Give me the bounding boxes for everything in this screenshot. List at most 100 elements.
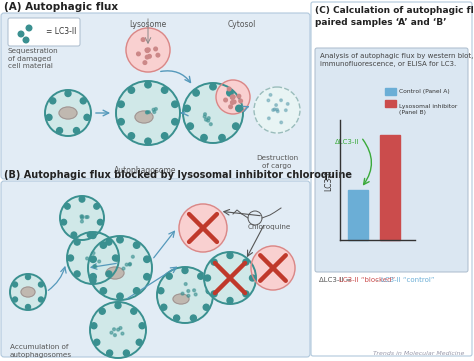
Text: Lysosome: Lysosome — [129, 20, 167, 29]
Circle shape — [146, 49, 149, 52]
Circle shape — [118, 101, 124, 108]
Text: = LC3-II: = LC3-II — [46, 27, 76, 36]
Circle shape — [91, 323, 97, 329]
Circle shape — [71, 232, 77, 238]
Circle shape — [207, 119, 210, 122]
Circle shape — [107, 350, 113, 356]
Circle shape — [45, 90, 91, 136]
Circle shape — [18, 31, 24, 37]
Circle shape — [92, 252, 95, 255]
Circle shape — [131, 255, 134, 258]
Circle shape — [249, 275, 255, 281]
Circle shape — [194, 293, 197, 296]
Text: Lysosomal inhibitor
(Panel B): Lysosomal inhibitor (Panel B) — [399, 104, 457, 115]
FancyBboxPatch shape — [315, 48, 468, 272]
Bar — [385, 88, 396, 95]
Bar — [380, 135, 400, 240]
Circle shape — [26, 304, 30, 309]
Circle shape — [81, 217, 83, 219]
Circle shape — [284, 109, 287, 112]
Circle shape — [232, 100, 236, 104]
Circle shape — [269, 93, 272, 96]
Text: LC3-II: LC3-II — [325, 169, 334, 191]
Circle shape — [90, 274, 96, 280]
FancyBboxPatch shape — [1, 181, 310, 357]
Circle shape — [67, 232, 119, 284]
Circle shape — [205, 118, 208, 121]
Circle shape — [10, 274, 46, 310]
Circle shape — [230, 95, 234, 99]
Circle shape — [119, 327, 122, 330]
Circle shape — [90, 278, 96, 283]
Circle shape — [211, 259, 217, 265]
Circle shape — [94, 265, 97, 268]
Circle shape — [233, 123, 239, 129]
Text: ΔLC3-II: ΔLC3-II — [335, 139, 359, 145]
Circle shape — [204, 113, 206, 116]
Circle shape — [184, 105, 190, 112]
Text: Sequestration
of damaged
cell material: Sequestration of damaged cell material — [8, 48, 59, 70]
Circle shape — [50, 98, 56, 104]
Circle shape — [146, 111, 148, 114]
Circle shape — [161, 304, 167, 310]
Circle shape — [136, 339, 142, 345]
Circle shape — [12, 282, 18, 287]
Circle shape — [173, 315, 180, 321]
Circle shape — [267, 117, 270, 119]
Circle shape — [231, 96, 234, 99]
Circle shape — [79, 196, 85, 202]
Bar — [385, 100, 396, 107]
Circle shape — [184, 283, 187, 286]
Circle shape — [91, 258, 94, 261]
Circle shape — [237, 94, 241, 98]
Circle shape — [74, 271, 80, 277]
Circle shape — [113, 328, 116, 331]
Circle shape — [94, 339, 100, 345]
Circle shape — [98, 219, 103, 225]
Circle shape — [84, 114, 90, 120]
Circle shape — [146, 48, 150, 52]
Circle shape — [179, 204, 227, 252]
Circle shape — [162, 87, 168, 93]
Circle shape — [193, 90, 199, 96]
Circle shape — [227, 252, 233, 258]
Circle shape — [85, 216, 88, 218]
Circle shape — [80, 98, 86, 104]
Ellipse shape — [135, 111, 153, 123]
Circle shape — [172, 118, 178, 125]
Circle shape — [94, 204, 100, 209]
Circle shape — [227, 297, 233, 304]
FancyBboxPatch shape — [8, 18, 80, 46]
Circle shape — [100, 288, 107, 294]
Circle shape — [86, 257, 89, 260]
Circle shape — [26, 25, 32, 31]
Circle shape — [117, 328, 119, 331]
Circle shape — [154, 47, 157, 51]
Text: LC3-II “blocked”: LC3-II “blocked” — [339, 277, 395, 283]
Circle shape — [286, 103, 289, 105]
Circle shape — [183, 83, 243, 143]
Circle shape — [143, 61, 147, 64]
Circle shape — [126, 28, 170, 72]
Circle shape — [112, 255, 118, 261]
Circle shape — [172, 101, 178, 108]
Circle shape — [280, 121, 283, 124]
Circle shape — [239, 99, 242, 103]
Circle shape — [210, 83, 216, 90]
Circle shape — [56, 127, 63, 134]
Circle shape — [141, 38, 145, 42]
Ellipse shape — [173, 294, 189, 304]
Circle shape — [123, 350, 129, 356]
Circle shape — [193, 289, 195, 292]
Circle shape — [90, 302, 146, 358]
FancyBboxPatch shape — [1, 13, 310, 179]
Circle shape — [139, 323, 145, 329]
Circle shape — [276, 110, 279, 113]
Circle shape — [229, 105, 232, 109]
FancyBboxPatch shape — [311, 2, 472, 356]
Circle shape — [203, 304, 209, 310]
Circle shape — [93, 265, 96, 268]
Circle shape — [162, 133, 168, 139]
Circle shape — [134, 288, 140, 294]
Text: (C) Calculation of autophagic flux from
paired samples ‘A’ and ‘B’: (C) Calculation of autophagic flux from … — [315, 6, 474, 27]
